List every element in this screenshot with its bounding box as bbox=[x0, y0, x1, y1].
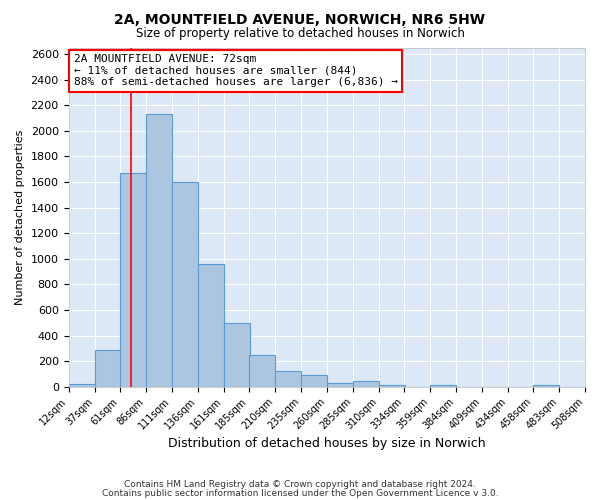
Bar bbox=[327, 383, 353, 387]
Text: 2A MOUNTFIELD AVENUE: 72sqm
← 11% of detached houses are smaller (844)
88% of se: 2A MOUNTFIELD AVENUE: 72sqm ← 11% of det… bbox=[74, 54, 398, 88]
X-axis label: Distribution of detached houses by size in Norwich: Distribution of detached houses by size … bbox=[168, 437, 485, 450]
Bar bbox=[119, 173, 146, 387]
Bar bbox=[275, 372, 301, 387]
Bar bbox=[379, 385, 405, 387]
Text: Contains public sector information licensed under the Open Government Licence v : Contains public sector information licen… bbox=[101, 489, 499, 498]
Bar bbox=[301, 374, 327, 387]
Bar bbox=[172, 182, 197, 387]
Bar bbox=[68, 384, 95, 387]
Bar bbox=[224, 323, 250, 387]
Bar bbox=[533, 385, 559, 387]
Bar bbox=[248, 355, 275, 387]
Text: Size of property relative to detached houses in Norwich: Size of property relative to detached ho… bbox=[136, 28, 464, 40]
Bar bbox=[197, 264, 224, 387]
Bar bbox=[353, 381, 379, 387]
Text: 2A, MOUNTFIELD AVENUE, NORWICH, NR6 5HW: 2A, MOUNTFIELD AVENUE, NORWICH, NR6 5HW bbox=[115, 12, 485, 26]
Bar bbox=[95, 350, 121, 387]
Bar bbox=[146, 114, 172, 387]
Bar bbox=[430, 385, 456, 387]
Text: Contains HM Land Registry data © Crown copyright and database right 2024.: Contains HM Land Registry data © Crown c… bbox=[124, 480, 476, 489]
Y-axis label: Number of detached properties: Number of detached properties bbox=[15, 130, 25, 305]
